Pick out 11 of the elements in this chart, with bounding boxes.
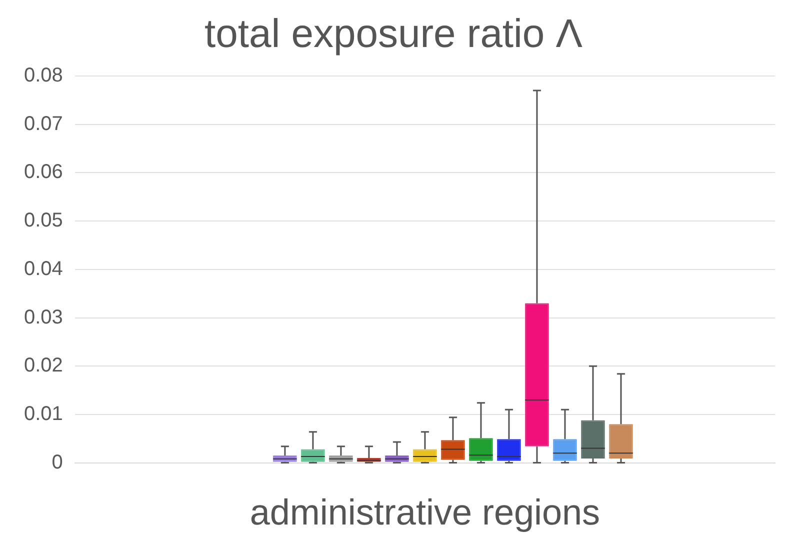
y-tick-label: 0.06	[24, 161, 63, 184]
y-tick-label: 0.08	[24, 64, 63, 87]
y-tick-label: 0.07	[24, 112, 63, 135]
chart-title: total exposure ratio Λ	[204, 12, 583, 56]
y-tick-label: 0.05	[24, 210, 63, 232]
y-tick-label: 0.02	[24, 354, 63, 377]
y-tick-label: 0.03	[24, 306, 63, 328]
y-tick-label: 0	[52, 451, 63, 474]
y-tick-label: 0.04	[24, 258, 63, 280]
x-axis-title: administrative regions	[250, 491, 600, 532]
y-tick-label: 0.01	[24, 402, 63, 425]
